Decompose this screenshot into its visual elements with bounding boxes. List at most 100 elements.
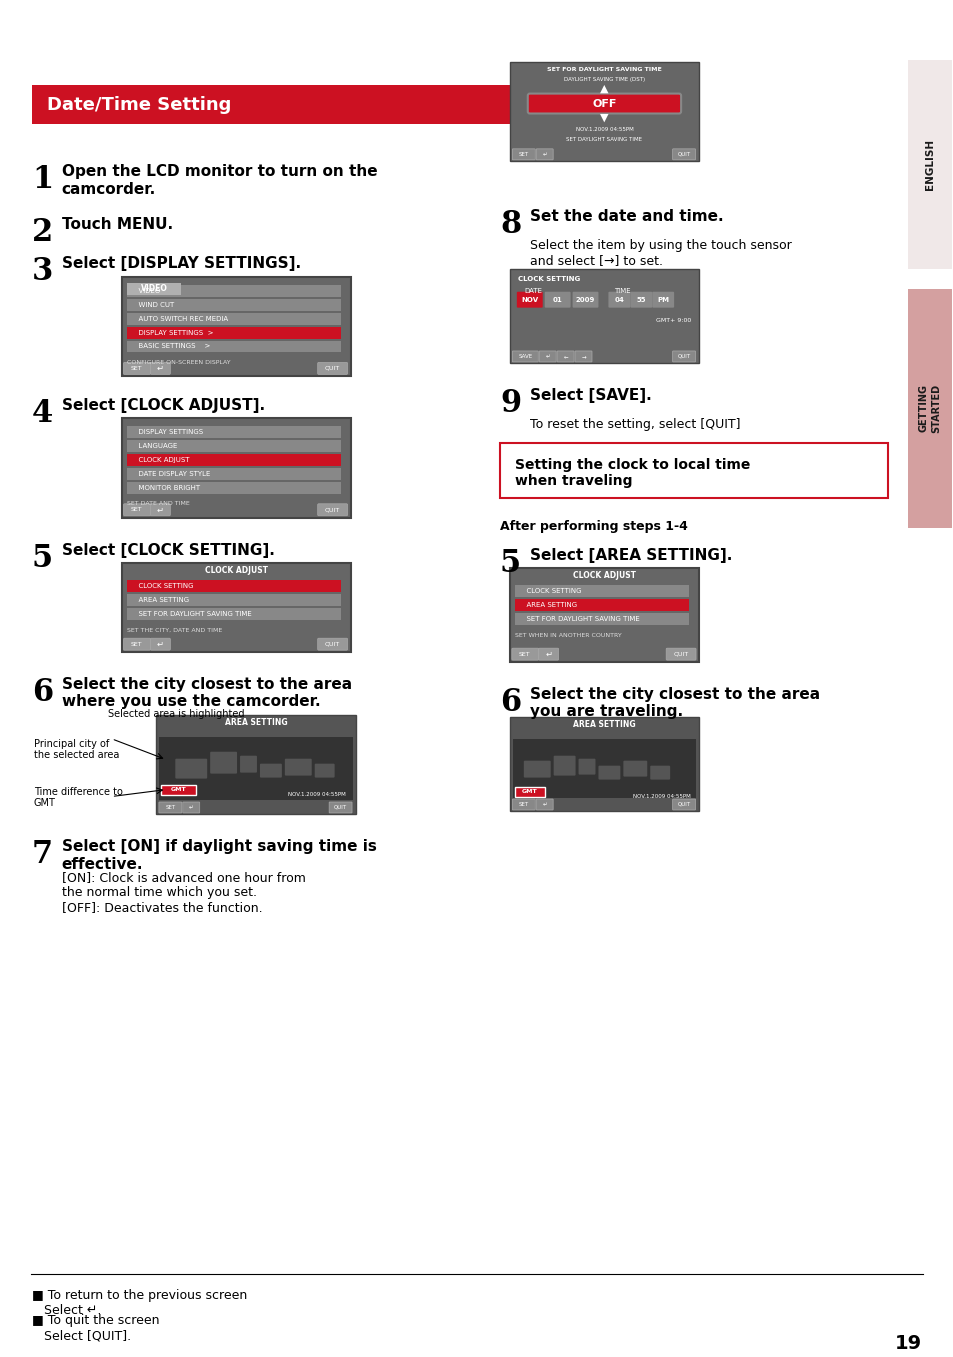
Text: AREA SETTING: AREA SETTING bbox=[224, 718, 287, 727]
FancyBboxPatch shape bbox=[538, 351, 556, 362]
FancyBboxPatch shape bbox=[608, 292, 630, 308]
Text: Select [ON] if daylight saving time is
effective.: Select [ON] if daylight saving time is e… bbox=[62, 840, 376, 871]
Text: SET: SET bbox=[131, 508, 142, 513]
FancyBboxPatch shape bbox=[127, 426, 340, 438]
FancyBboxPatch shape bbox=[557, 351, 574, 362]
FancyBboxPatch shape bbox=[183, 802, 199, 813]
FancyBboxPatch shape bbox=[151, 638, 171, 650]
Text: 2: 2 bbox=[31, 217, 53, 248]
Text: ↵: ↵ bbox=[189, 805, 193, 810]
FancyBboxPatch shape bbox=[314, 764, 335, 778]
Text: QUIT: QUIT bbox=[334, 805, 347, 810]
FancyBboxPatch shape bbox=[127, 440, 340, 452]
Text: 19: 19 bbox=[894, 1334, 921, 1353]
FancyBboxPatch shape bbox=[672, 799, 695, 810]
Text: 04: 04 bbox=[614, 297, 623, 303]
FancyBboxPatch shape bbox=[127, 285, 340, 297]
Text: SET WHEN IN ANOTHER COUNTRY: SET WHEN IN ANOTHER COUNTRY bbox=[515, 632, 621, 638]
FancyBboxPatch shape bbox=[509, 269, 699, 364]
FancyBboxPatch shape bbox=[572, 292, 598, 308]
FancyBboxPatch shape bbox=[124, 638, 151, 650]
Text: Selected area is highlighted: Selected area is highlighted bbox=[108, 708, 244, 719]
FancyBboxPatch shape bbox=[907, 289, 951, 528]
Text: Select [AREA SETTING].: Select [AREA SETTING]. bbox=[529, 548, 731, 563]
FancyBboxPatch shape bbox=[210, 752, 236, 773]
Text: Principal city of
the selected area: Principal city of the selected area bbox=[34, 738, 119, 760]
Text: ■ To quit the screen
   Select [QUIT].: ■ To quit the screen Select [QUIT]. bbox=[31, 1314, 159, 1342]
Text: DATE: DATE bbox=[524, 288, 542, 293]
Text: 01: 01 bbox=[552, 297, 562, 303]
Text: SET: SET bbox=[165, 805, 175, 810]
FancyBboxPatch shape bbox=[513, 738, 696, 798]
Text: GMT: GMT bbox=[521, 788, 537, 794]
FancyBboxPatch shape bbox=[151, 362, 171, 375]
Text: QUIT: QUIT bbox=[325, 366, 340, 370]
Text: SET THE CITY, DATE AND TIME: SET THE CITY, DATE AND TIME bbox=[127, 628, 221, 632]
Text: Touch MENU.: Touch MENU. bbox=[62, 217, 172, 232]
Text: ▼: ▼ bbox=[599, 113, 608, 122]
Text: ↵: ↵ bbox=[545, 354, 550, 360]
Text: ↵: ↵ bbox=[542, 802, 546, 807]
FancyBboxPatch shape bbox=[515, 585, 688, 597]
Text: CLOCK ADJUST: CLOCK ADJUST bbox=[573, 571, 636, 579]
Text: SET FOR DAYLIGHT SAVING TIME: SET FOR DAYLIGHT SAVING TIME bbox=[521, 616, 639, 623]
Text: CLOCK ADJUST: CLOCK ADJUST bbox=[204, 566, 267, 575]
FancyBboxPatch shape bbox=[161, 784, 196, 795]
Text: AUTO SWITCH REC MEDIA: AUTO SWITCH REC MEDIA bbox=[133, 316, 228, 322]
FancyBboxPatch shape bbox=[527, 94, 680, 114]
Text: DAYLIGHT SAVING TIME (DST): DAYLIGHT SAVING TIME (DST) bbox=[563, 77, 644, 83]
Text: [ON]: Clock is advanced one hour from
the normal time which you set.
[OFF]: Deac: [ON]: Clock is advanced one hour from th… bbox=[62, 871, 305, 915]
Text: Select the city closest to the area
you are traveling.: Select the city closest to the area you … bbox=[529, 687, 819, 719]
Text: SET DAYLIGHT SAVING TIME: SET DAYLIGHT SAVING TIME bbox=[566, 137, 641, 142]
Text: Select the item by using the touch sensor
and select [→] to set.: Select the item by using the touch senso… bbox=[529, 239, 791, 267]
Text: VIDEO: VIDEO bbox=[141, 284, 168, 293]
FancyBboxPatch shape bbox=[127, 594, 340, 607]
Text: SET DATE AND TIME: SET DATE AND TIME bbox=[127, 501, 189, 506]
FancyBboxPatch shape bbox=[159, 737, 353, 801]
Text: Select the city closest to the area
where you use the camcorder.: Select the city closest to the area wher… bbox=[62, 677, 352, 710]
FancyBboxPatch shape bbox=[578, 759, 595, 775]
FancyBboxPatch shape bbox=[536, 149, 553, 160]
Text: 3: 3 bbox=[31, 256, 53, 286]
FancyBboxPatch shape bbox=[156, 715, 355, 814]
Text: PM: PM bbox=[657, 297, 668, 303]
Text: QUIT: QUIT bbox=[673, 651, 688, 657]
Text: SET: SET bbox=[131, 366, 142, 370]
FancyBboxPatch shape bbox=[515, 600, 688, 611]
FancyBboxPatch shape bbox=[553, 756, 575, 776]
FancyBboxPatch shape bbox=[512, 799, 535, 810]
FancyBboxPatch shape bbox=[536, 799, 553, 810]
Text: 2009: 2009 bbox=[576, 297, 595, 303]
Text: CONFIGURE ON-SCREEN DISPLAY: CONFIGURE ON-SCREEN DISPLAY bbox=[127, 360, 230, 365]
FancyBboxPatch shape bbox=[124, 503, 151, 516]
FancyBboxPatch shape bbox=[665, 649, 696, 660]
Text: TIME: TIME bbox=[614, 288, 630, 293]
Text: 6: 6 bbox=[499, 687, 520, 718]
Text: NOV: NOV bbox=[520, 297, 537, 303]
Text: NOV.1.2009 04:55PM: NOV.1.2009 04:55PM bbox=[575, 128, 633, 132]
Text: CLOCK SETTING: CLOCK SETTING bbox=[521, 589, 580, 594]
Text: AREA SETTING: AREA SETTING bbox=[521, 603, 577, 608]
Text: 5: 5 bbox=[31, 543, 53, 574]
FancyBboxPatch shape bbox=[121, 563, 350, 653]
FancyBboxPatch shape bbox=[317, 503, 347, 516]
FancyBboxPatch shape bbox=[127, 312, 340, 324]
Text: ▲: ▲ bbox=[599, 84, 608, 94]
Text: QUIT: QUIT bbox=[325, 642, 340, 647]
Text: Select [CLOCK SETTING].: Select [CLOCK SETTING]. bbox=[62, 543, 274, 558]
Text: GMT: GMT bbox=[171, 787, 186, 792]
FancyBboxPatch shape bbox=[127, 468, 340, 480]
Text: AREA SETTING: AREA SETTING bbox=[133, 597, 189, 604]
Text: Setting the clock to local time
when traveling: Setting the clock to local time when tra… bbox=[515, 459, 749, 489]
Text: NOV.1.2009 04:55PM: NOV.1.2009 04:55PM bbox=[288, 792, 345, 797]
Text: QUIT: QUIT bbox=[677, 354, 690, 360]
Text: 6: 6 bbox=[31, 677, 53, 708]
FancyBboxPatch shape bbox=[127, 282, 181, 294]
Text: ↵: ↵ bbox=[156, 364, 164, 373]
Text: ↵: ↵ bbox=[542, 152, 546, 157]
FancyBboxPatch shape bbox=[124, 362, 151, 375]
Text: SAVE: SAVE bbox=[517, 354, 532, 360]
Text: SET: SET bbox=[518, 152, 528, 157]
FancyBboxPatch shape bbox=[515, 787, 544, 797]
FancyBboxPatch shape bbox=[512, 351, 537, 362]
